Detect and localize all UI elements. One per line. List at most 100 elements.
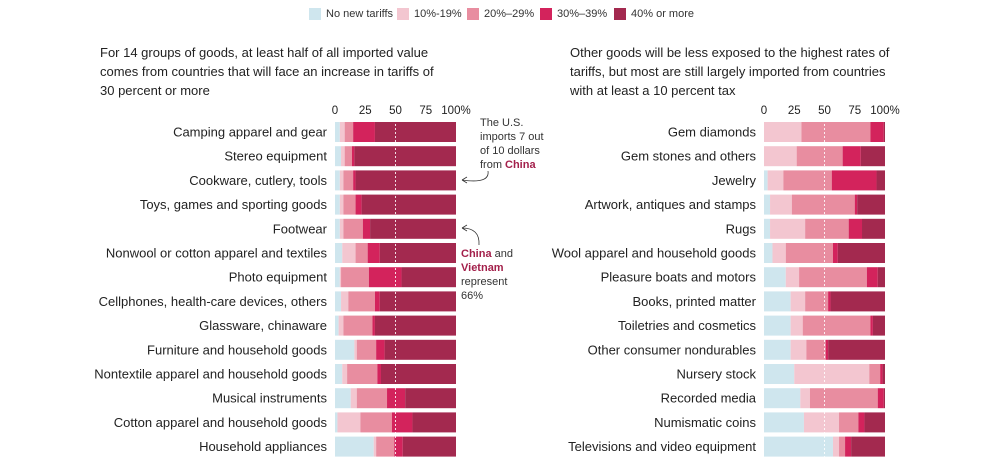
left-category-label: Cookware, cutlery, tools [189, 173, 327, 188]
left-tick-label: 50 [389, 105, 402, 117]
legend-label-20-29: 20%–29% [484, 8, 535, 20]
right-category-label: Gem stones and others [621, 149, 757, 164]
right-bar-televisions-and-video-equipment-no-new-tariffs [764, 436, 833, 457]
legend-swatch-40-plus [614, 8, 626, 20]
left-bar-cookware-cutlery-tools-30-39 [353, 170, 356, 191]
right-bar-books-printed-matter-20-29 [805, 291, 829, 312]
left-bar-nontextile-apparel-and-household-goods-40-or-more [380, 364, 456, 384]
left-bar-footwear-10-19 [339, 218, 344, 239]
right-bar-numismatic-coins-20-29 [839, 412, 859, 433]
left-bar-nontextile-apparel-and-household-goods-10-19 [342, 364, 348, 384]
left-bar-footwear-40-or-more [370, 218, 456, 239]
right-bar-rugs-30-39 [848, 218, 863, 239]
right-bar-toiletries-and-cosmetics-30-39 [870, 315, 873, 336]
right-bar-toiletries-and-cosmetics-no-new-tariffs [764, 315, 791, 336]
right-category-label: Televisions and video equipment [568, 439, 756, 454]
legend: No new tariffs 10%-19% 20%–29% 30%–39% 4… [0, 6, 1000, 22]
left-category-label: Toys, games and sporting goods [140, 197, 328, 212]
right-category-label: Recorded media [661, 391, 757, 406]
china-note-line4: from China [480, 159, 536, 171]
annotations: The U.S. imports 7 out of 10 dollars fro… [461, 117, 544, 302]
left-bar-stereo-equipment-10-19 [341, 146, 345, 167]
vietnam-note-line1: China and [461, 248, 513, 260]
right-category-label: Toiletries and cosmetics [618, 318, 756, 333]
left-category-label: Footwear [273, 221, 328, 236]
legend-swatch-10-19 [397, 8, 409, 20]
right-bar-wool-apparel-and-household-goods-no-new-tariffs [764, 243, 773, 263]
right-bar-televisions-and-video-equipment-10-19 [832, 436, 840, 457]
right-bar-rugs-20-29 [805, 218, 849, 239]
vietnam-note-arrowhead [461, 224, 468, 232]
right-bar-gem-stones-and-others-40-or-more [860, 146, 885, 167]
china-note-arrow [461, 170, 489, 182]
right-bar-numismatic-coins-no-new-tariffs [764, 412, 804, 433]
left-category-label: Household appliances [199, 439, 327, 454]
right-bar-gem-diamonds-40-or-more [883, 122, 885, 142]
right-bar-artwork-antiques-and-stamps-40-or-more [857, 194, 885, 215]
vietnam-note-vietnam: Vietnam [461, 262, 504, 274]
vietnam-note-line2: represent [461, 276, 507, 288]
right-bar-artwork-antiques-and-stamps-30-39 [854, 194, 858, 215]
vietnam-note-arrow [461, 227, 480, 246]
right-bar-toiletries-and-cosmetics-40-or-more [872, 315, 885, 336]
left-bar-musical-instruments-20-29 [356, 388, 388, 409]
right-bar-nursery-stock-30-39 [880, 364, 883, 384]
legend-label-40-plus: 40% or more [631, 8, 694, 20]
left-bar-glassware-chinaware-no-new-tariffs [335, 315, 339, 336]
right-bar-gem-stones-and-others-30-39 [842, 146, 861, 167]
left-category-label: Nontextile apparel and household goods [94, 367, 327, 382]
right-category-label: Other consumer nondurables [588, 342, 757, 357]
right-bar-pleasure-boats-and-motors-30-39 [866, 267, 878, 288]
left-bar-furniture-and-household-goods-40-or-more [384, 339, 456, 360]
left-bar-cotton-apparel-and-household-goods-no-new-tariffs [335, 412, 338, 433]
left-category-label: Cotton apparel and household goods [114, 415, 328, 430]
left-bar-photo-equipment-20-29 [341, 267, 369, 288]
right-bar-gem-diamonds-20-29 [801, 122, 871, 142]
left-bar-toys-games-and-sporting-goods-10-19 [339, 194, 344, 215]
right-bar-numismatic-coins-10-19 [803, 412, 840, 433]
right-category-label: Artwork, antiques and stamps [585, 197, 757, 212]
right-bar-books-printed-matter-no-new-tariffs [764, 291, 791, 312]
left-category-label: Glassware, chinaware [199, 318, 327, 333]
china-note-line3: of 10 dollars [480, 145, 540, 157]
left-category-label: Furniture and household goods [147, 342, 327, 357]
left-bar-nontextile-apparel-and-household-goods-20-29 [347, 364, 378, 384]
right-bar-gem-diamonds-30-39 [870, 122, 884, 142]
right-bar-wool-apparel-and-household-goods-10-19 [772, 243, 786, 263]
right-bar-pleasure-boats-and-motors-10-19 [785, 267, 800, 288]
legend-item-10-19: 10%-19% [397, 6, 462, 22]
left-bar-camping-apparel-and-gear-no-new-tariffs [335, 122, 340, 142]
left-bar-household-appliances-no-new-tariffs [335, 436, 374, 457]
right-bar-jewelry-10-19 [767, 170, 784, 191]
right-bar-recorded-media-40-or-more [883, 388, 885, 409]
left-bar-cookware-cutlery-tools-20-29 [343, 170, 354, 191]
left-bar-household-appliances-40-or-more [402, 436, 456, 457]
left-bar-stereo-equipment-30-39 [351, 146, 355, 167]
left-bar-musical-instruments-40-or-more [405, 388, 456, 409]
right-bar-televisions-and-video-equipment-20-29 [839, 436, 846, 457]
legend-item-no-new-tariffs: No new tariffs [309, 6, 393, 22]
left-bar-cookware-cutlery-tools-40-or-more [355, 170, 456, 191]
left-bar-photo-equipment-40-or-more [401, 267, 456, 288]
right-chart: 0 25 50 75 100% Gem diamonds Gem stones and ot… [552, 105, 900, 457]
right-bar-other-consumer-nondurables-20-29 [806, 339, 826, 360]
left-bar-cellphones-health-care-devices-others-no-new-tariffs [335, 291, 342, 312]
left-bar-furniture-and-household-goods-20-29 [356, 339, 377, 360]
left-bar-nontextile-apparel-and-household-goods-no-new-tariffs [335, 364, 343, 384]
right-tick-label: 100% [870, 105, 899, 117]
left-bar-cotton-apparel-and-household-goods-20-29 [360, 412, 392, 433]
left-bar-cellphones-health-care-devices-others-10-19 [341, 291, 349, 312]
right-bar-books-printed-matter-10-19 [790, 291, 806, 312]
left-bar-camping-apparel-and-gear-10-19 [339, 122, 345, 142]
left-bar-toys-games-and-sporting-goods-30-39 [355, 194, 362, 215]
left-bar-nonwool-or-cotton-apparel-and-textiles-no-new-tariffs [335, 243, 343, 263]
right-tick-label: 50 [818, 105, 831, 117]
left-bar-furniture-and-household-goods-no-new-tariffs [335, 339, 355, 360]
right-category-label: Nursery stock [677, 367, 757, 382]
legend-label-no-new-tariffs: No new tariffs [326, 8, 394, 20]
right-bar-wool-apparel-and-household-goods-40-or-more [837, 243, 885, 263]
left-bar-toys-games-and-sporting-goods-40-or-more [361, 194, 456, 215]
vietnam-note-and: and [492, 248, 513, 260]
legend-swatch-20-29 [467, 8, 479, 20]
left-bar-cellphones-health-care-devices-others-40-or-more [379, 291, 456, 312]
